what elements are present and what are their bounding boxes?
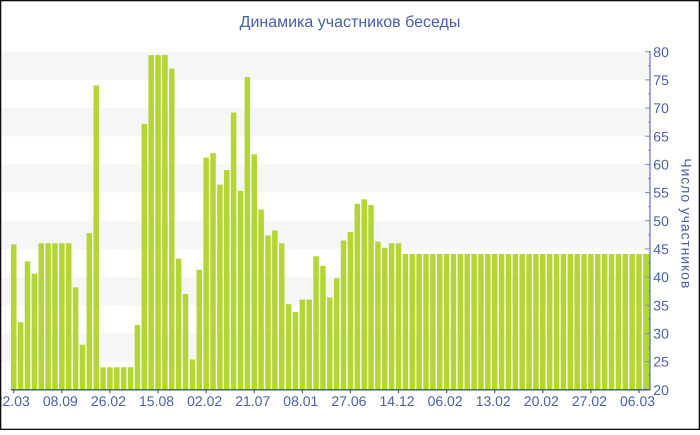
svg-text:30: 30 <box>653 326 669 342</box>
svg-text:45: 45 <box>653 241 669 257</box>
svg-text:80: 80 <box>653 44 669 60</box>
svg-text:08.09: 08.09 <box>43 393 78 409</box>
svg-text:06.02: 06.02 <box>428 393 463 409</box>
svg-text:70: 70 <box>653 100 669 116</box>
svg-text:15.08: 15.08 <box>139 393 174 409</box>
svg-text:35: 35 <box>653 297 669 313</box>
svg-text:20.02: 20.02 <box>524 393 559 409</box>
svg-text:75: 75 <box>653 72 669 88</box>
svg-text:Число участников: Число участников <box>679 158 695 288</box>
svg-text:21.07: 21.07 <box>235 393 270 409</box>
svg-text:26.02: 26.02 <box>91 393 126 409</box>
svg-text:14.12: 14.12 <box>379 393 414 409</box>
svg-text:50: 50 <box>653 213 669 229</box>
svg-text:Динамика участников беседы: Динамика участников беседы <box>240 14 461 31</box>
svg-text:27.02: 27.02 <box>572 393 607 409</box>
svg-text:25: 25 <box>653 354 669 370</box>
svg-text:40: 40 <box>653 269 669 285</box>
svg-text:06.03: 06.03 <box>620 393 655 409</box>
svg-text:60: 60 <box>653 157 669 173</box>
svg-text:02.02: 02.02 <box>187 393 222 409</box>
svg-text:55: 55 <box>653 185 669 201</box>
svg-text:13.02: 13.02 <box>476 393 511 409</box>
svg-text:22.03: 22.03 <box>0 393 30 409</box>
svg-text:08.01: 08.01 <box>283 393 318 409</box>
svg-text:20: 20 <box>653 382 669 398</box>
svg-text:27.06: 27.06 <box>331 393 366 409</box>
svg-text:65: 65 <box>653 128 669 144</box>
